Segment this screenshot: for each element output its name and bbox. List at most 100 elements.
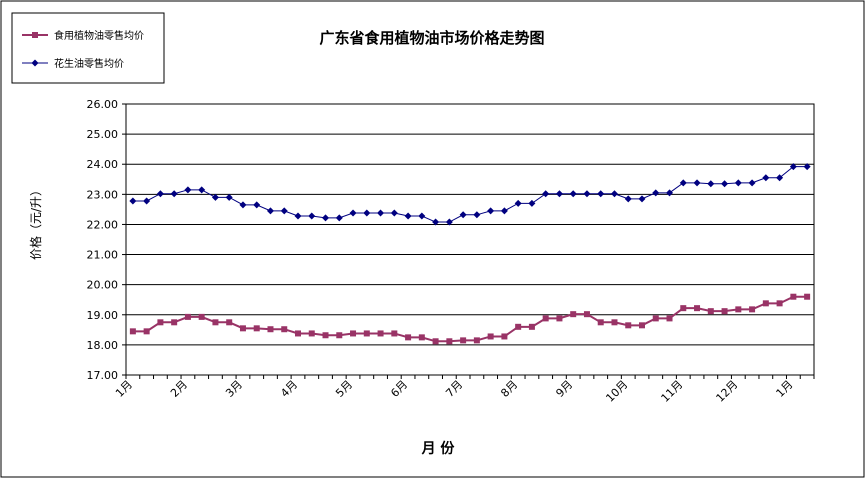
data-point [790,293,797,300]
x-axis-title: 月 份 [421,440,456,457]
data-point [445,218,453,226]
data-point [377,209,385,217]
data-point [350,330,357,337]
data-point [528,199,536,207]
data-point [625,322,632,329]
data-point [267,326,274,333]
legend-marker-edible-oil [32,32,38,38]
data-point [639,322,645,329]
data-point [322,332,329,339]
data-point [460,337,467,344]
data-point [734,179,742,187]
data-point [735,306,742,313]
data-point [432,338,439,345]
data-point [363,209,371,217]
data-point [748,179,756,187]
y-tick-label: 19.00 [87,309,119,322]
data-point [804,293,811,300]
data-point [694,305,701,312]
data-point [556,315,563,322]
data-point [157,319,164,326]
y-tick-label: 22.00 [87,218,119,231]
data-point [610,190,618,198]
data-point [446,338,453,345]
data-point [680,305,687,312]
data-point [487,207,495,215]
data-point [501,333,508,340]
data-point [597,319,604,326]
y-tick-label: 25.00 [87,128,119,141]
data-point [762,174,770,182]
data-point [198,186,206,194]
data-point [253,325,260,332]
data-point [184,313,191,320]
data-point [459,211,467,219]
data-point [226,319,233,326]
data-point [679,179,687,187]
y-tick-label: 26.00 [87,98,119,111]
data-point [707,308,714,315]
data-point [294,212,302,220]
data-point [143,328,150,335]
data-point [473,211,481,219]
data-point [528,323,535,330]
data-point [487,333,494,340]
data-point [611,319,618,326]
data-point [789,163,797,171]
data-point [803,163,811,171]
data-point [707,180,715,188]
data-point [390,209,398,217]
legend: 食用植物油零售均价 花生油零售均价 [11,12,165,84]
data-point [170,190,178,198]
data-point [322,214,330,222]
data-point [500,207,508,215]
data-point [184,186,192,194]
data-point [583,190,591,198]
data-point [749,306,756,313]
legend-marker-peanut-oil [31,59,39,67]
y-tick-label: 18.00 [87,339,119,352]
data-point [555,190,563,198]
y-tick-label: 20.00 [87,279,119,292]
gridlines [126,133,814,346]
data-point [253,201,261,209]
data-point [432,218,440,226]
data-point [211,193,219,201]
data-point [239,325,246,332]
data-point [583,311,590,318]
data-point [129,328,136,335]
data-point [666,189,674,197]
y-tick-label: 21.00 [87,249,119,262]
data-point [418,334,425,341]
data-point [652,315,659,322]
plot-area [125,103,815,376]
legend-box [11,12,165,84]
data-point [280,207,288,215]
data-point [335,214,343,222]
data-point [624,195,632,203]
data-point [377,330,384,337]
data-point [721,180,729,188]
data-point [721,308,728,315]
data-point [542,190,550,198]
data-point [198,313,205,320]
data-point [212,319,219,326]
data-point [308,330,315,337]
data-point [336,332,343,339]
data-point [225,193,233,201]
data-point [156,190,164,198]
data-point [405,334,412,341]
y-tick-label: 17.00 [87,369,119,382]
legend-label-edible-oil: 食用植物油零售均价 [54,29,144,42]
y-tick-label: 23.00 [87,188,119,201]
data-point [597,190,605,198]
legend-label-peanut-oil: 花生油零售均价 [54,57,124,70]
data-point [542,315,549,322]
data-point [349,209,357,217]
data-point [514,199,522,207]
data-point [418,212,426,220]
data-point [569,190,577,198]
data-point [295,330,301,337]
